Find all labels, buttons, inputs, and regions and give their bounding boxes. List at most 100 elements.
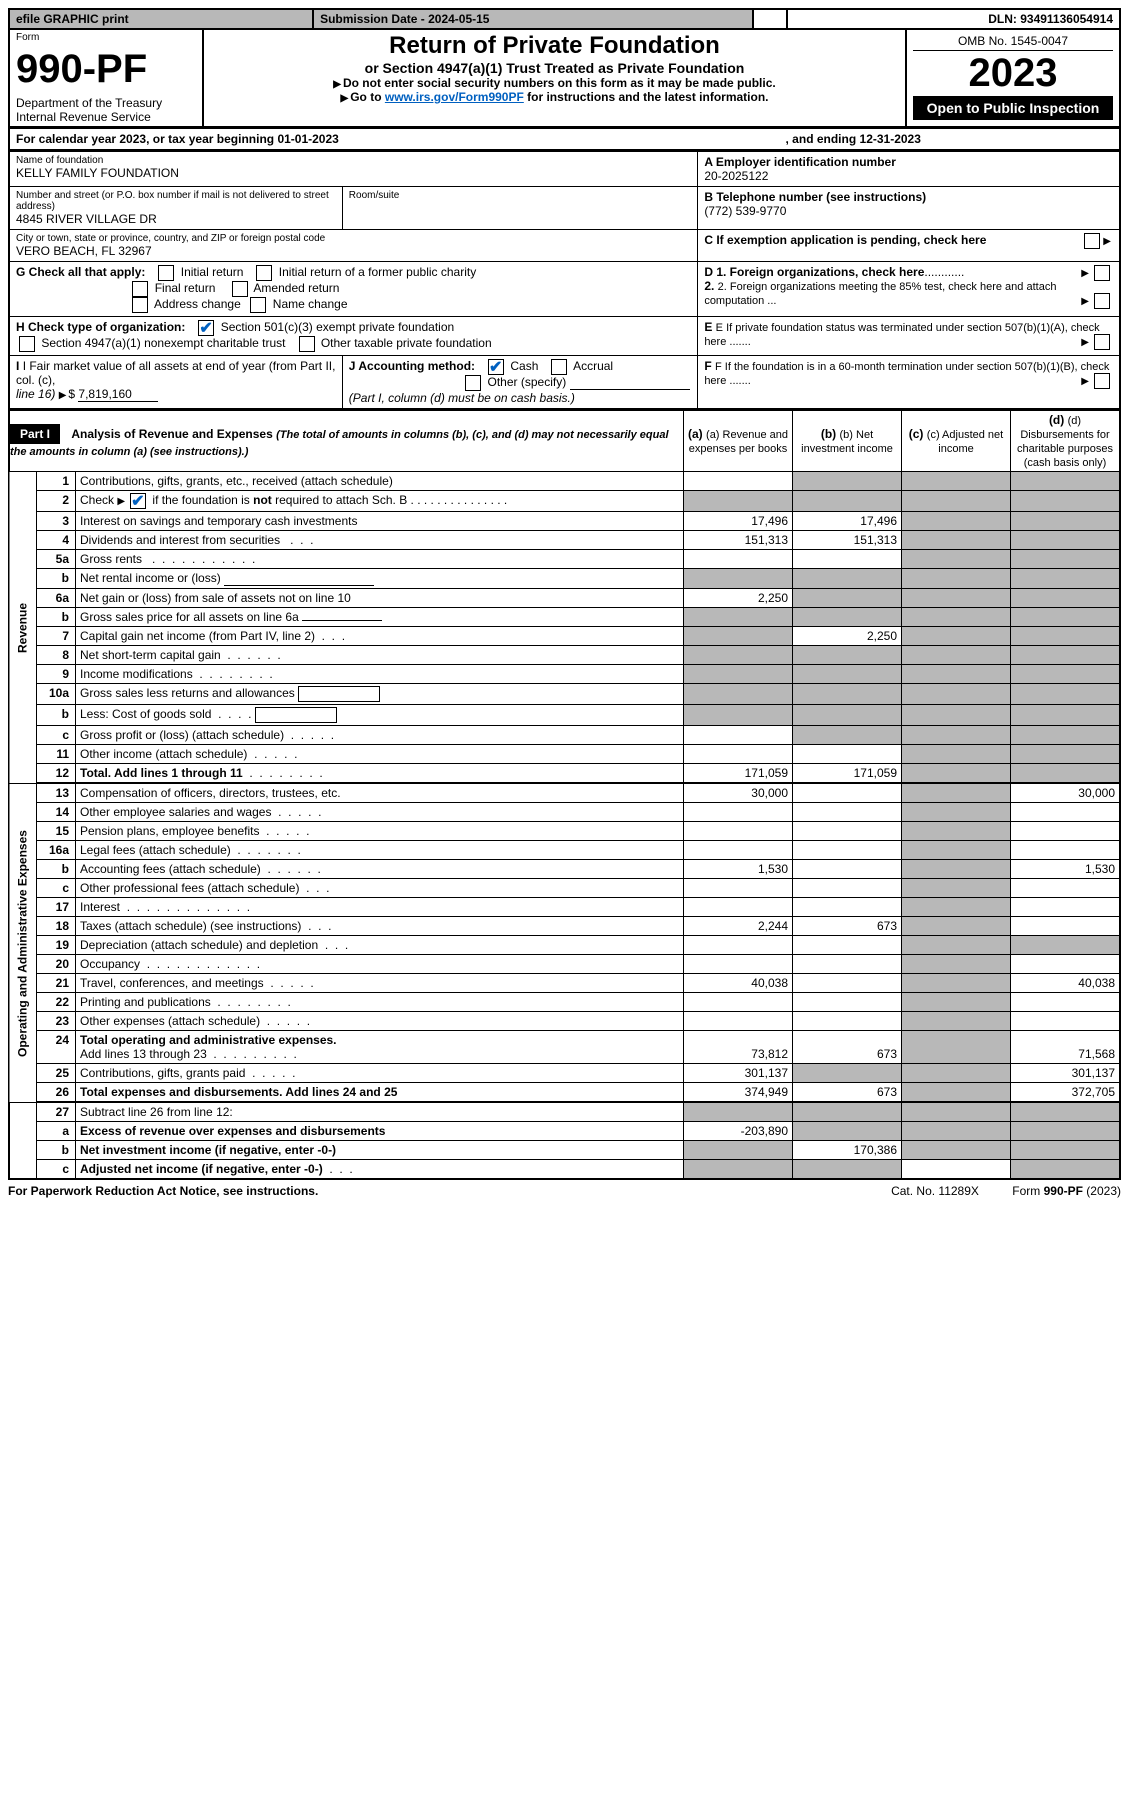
row-2: Check if the foundation is not required … [76,491,684,512]
row-4: Dividends and interest from securities .… [76,531,684,550]
r4b: 151,313 [793,531,902,550]
row-10a: Gross sales less returns and allowances [76,684,684,705]
d1-checkbox[interactable] [1094,265,1110,281]
foundation-name: KELLY FAMILY FOUNDATION [16,166,691,180]
form-subtitle: or Section 4947(a)(1) Trust Treated as P… [210,60,899,76]
g6: Name change [273,297,348,311]
j-note: (Part I, column (d) must be on cash basi… [349,391,575,405]
r6a-val: 2,250 [684,589,793,608]
arrow-icon [1081,373,1091,387]
g1-checkbox[interactable] [158,265,174,281]
row-14: Other employee salaries and wages . . . … [76,803,684,822]
arrow-icon [1081,334,1091,348]
calendar-year-row: For calendar year 2023, or tax year begi… [8,128,1121,151]
r27b-val: 170,386 [793,1141,902,1160]
h2: Section 4947(a)(1) nonexempt charitable … [41,336,285,350]
form-title: Return of Private Foundation [210,32,899,60]
e-checkbox[interactable] [1094,334,1110,350]
r3a: 17,496 [684,512,793,531]
g5: Address change [154,297,241,311]
row-11: Other income (attach schedule) . . . . . [76,745,684,764]
r24d: 71,568 [1011,1031,1121,1064]
f-checkbox[interactable] [1094,373,1110,389]
row-23: Other expenses (attach schedule) . . . .… [76,1012,684,1031]
row-27: Subtract line 26 from line 12: [76,1103,684,1122]
ein-label: A Employer identification number [704,155,896,169]
row-3: Interest on savings and temporary cash i… [76,512,684,531]
r13d: 30,000 [1011,784,1121,803]
j3-checkbox[interactable] [465,375,481,391]
e-label: E If private foundation status was termi… [704,322,1099,348]
row-17: Interest . . . . . . . . . . . . . [76,898,684,917]
row-27b: Net investment income (if negative, ente… [76,1141,684,1160]
j2-checkbox[interactable] [551,359,567,375]
col-b-header: (b) (b) Net investment income [793,411,902,472]
city-label: City or town, state or province, country… [16,233,691,244]
fmv-value: 7,819,160 [78,387,158,402]
r18a: 2,244 [684,917,793,936]
instructions-link[interactable]: www.irs.gov/Form990PF [385,90,524,104]
j3: Other (specify) [488,375,567,389]
col-d-header: (d) (d) Disbursements for charitable pur… [1011,411,1121,472]
row-13: Compensation of officers, directors, tru… [76,784,684,803]
r13a: 30,000 [684,784,793,803]
revenue-side-label: Revenue [9,472,37,784]
g4-checkbox[interactable] [232,281,248,297]
top-bar: efile GRAPHIC print Submission Date - 20… [8,8,1121,30]
row-16c: Other professional fees (attach schedule… [76,879,684,898]
r21a: 40,038 [684,974,793,993]
g2-checkbox[interactable] [256,265,272,281]
g5-checkbox[interactable] [132,297,148,313]
name-label: Name of foundation [16,155,691,166]
form-header: Form 990-PF Department of the Treasury I… [8,30,1121,128]
row-25: Contributions, gifts, grants paid . . . … [76,1064,684,1083]
arrow-icon [117,493,127,507]
row-27c: Adjusted net income (if negative, enter … [76,1160,684,1180]
r24a: 73,812 [684,1031,793,1064]
r18b: 673 [793,917,902,936]
r25d: 301,137 [1011,1064,1121,1083]
row-10b: Less: Cost of goods sold . . . . [76,705,684,726]
j1: Cash [510,359,538,373]
arrow-icon [1103,233,1113,247]
g6-checkbox[interactable] [250,297,266,313]
part1-label: Part I [10,424,60,444]
footer: For Paperwork Reduction Act Notice, see … [8,1184,1121,1198]
i1: I Fair market value of all assets at end… [16,359,335,387]
schb-checkbox[interactable] [130,493,146,509]
g3-checkbox[interactable] [132,281,148,297]
c-checkbox[interactable] [1084,233,1100,249]
instr2-post: for instructions and the latest informat… [524,90,769,104]
r26b: 673 [793,1083,902,1102]
form-number: 990-PF [16,47,196,92]
r24b: 673 [793,1031,902,1064]
arrow-icon [341,90,351,104]
row-20: Occupancy . . . . . . . . . . . . [76,955,684,974]
j1-checkbox[interactable] [488,359,504,375]
omb-number: OMB No. 1545-0047 [913,32,1113,51]
row-16b: Accounting fees (attach schedule) . . . … [76,860,684,879]
r16b-d: 1,530 [1011,860,1121,879]
r12b: 171,059 [793,764,902,783]
address: 4845 RIVER VILLAGE DR [16,212,336,226]
r7b: 2,250 [793,627,902,646]
j-label: J Accounting method: [349,359,475,373]
c-label: C If exemption application is pending, c… [704,233,986,247]
footer-left: For Paperwork Reduction Act Notice, see … [8,1184,318,1198]
g3: Final return [155,281,216,295]
row-7: Capital gain net income (from Part IV, l… [76,627,684,646]
efile-label[interactable]: efile GRAPHIC print [9,9,313,29]
row-26: Total expenses and disbursements. Add li… [76,1083,684,1102]
h2-checkbox[interactable] [19,336,35,352]
h1-checkbox[interactable] [198,320,214,336]
part1-table: Part I Analysis of Revenue and Expenses … [8,410,1121,1180]
h3-checkbox[interactable] [299,336,315,352]
d1-label: D 1. Foreign organizations, check here [704,265,924,279]
dept2: Internal Revenue Service [16,110,196,124]
arrow-icon [1081,293,1091,307]
d2-checkbox[interactable] [1094,293,1110,309]
h3: Other taxable private foundation [321,336,492,350]
row-10c: Gross profit or (loss) (attach schedule)… [76,726,684,745]
r26a: 374,949 [684,1083,793,1102]
g-label: G Check all that apply: [16,265,145,279]
